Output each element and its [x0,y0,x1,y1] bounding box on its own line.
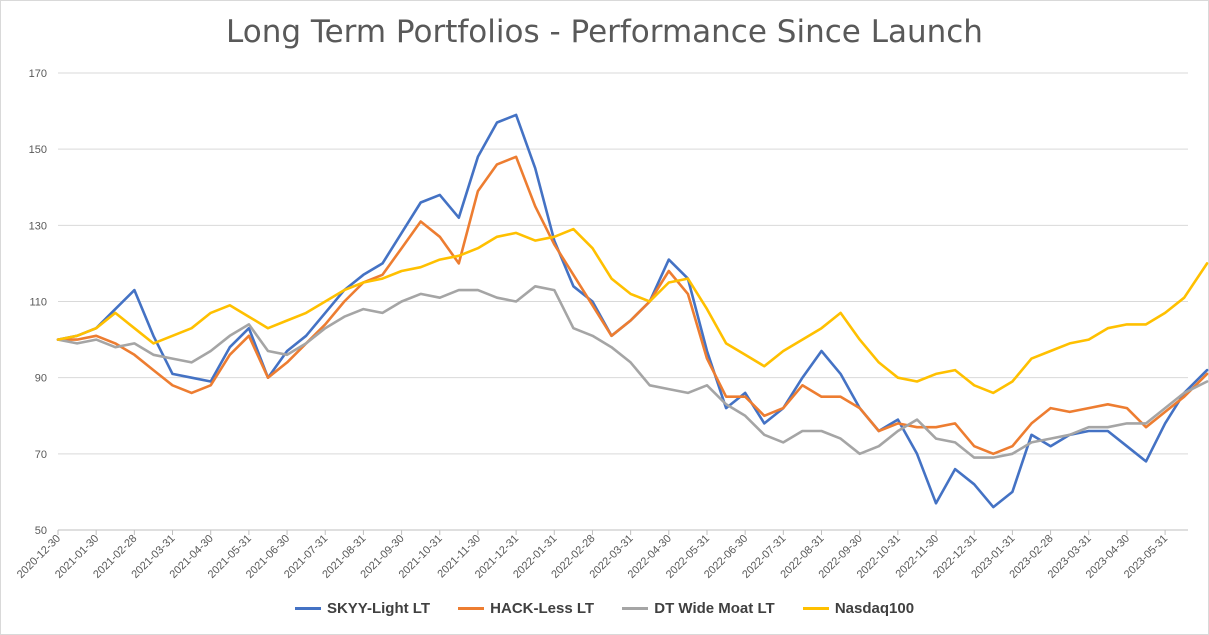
y-tick-label-70: 70 [35,449,47,461]
series-line-hack-less-lt [56,155,1209,456]
legend-swatch-hack [458,606,485,610]
legend-item-nasdaq100[interactable]: Nasdaq100 [802,600,915,617]
y-tick-label-110: 110 [29,297,47,309]
legend-label-dt-wide-moat: DT Wide Moat LT [654,600,775,617]
series-line-skyy-light-lt [56,113,1209,509]
legend-item-dt-wide-moat[interactable]: DT Wide Moat LT [622,600,775,617]
legend-label-hack: HACK-Less LT [490,600,595,617]
series-line-dt-wide-moat-lt [56,284,1209,459]
legend-swatch-dt-wide-moat [622,606,649,610]
y-tick-label-150: 150 [29,144,47,156]
legend-label-nasdaq100: Nasdaq100 [834,600,915,617]
y-tick-label-50: 50 [35,525,47,537]
legend-item-skyy[interactable]: SKYY-Light LT [294,600,430,617]
y-tick-label-170: 170 [29,68,47,80]
y-tick-label-130: 130 [29,220,47,232]
y-axis: 50 70 90 110 130 150 170 [29,68,47,537]
y-tick-label-90: 90 [35,373,47,385]
legend-label-skyy: SKYY-Light LT [326,600,430,617]
legend: SKYY-Light LT HACK-Less LT DT Wide Moat … [0,600,1209,617]
legend-swatch-skyy [294,606,321,610]
gridlines [58,72,1188,531]
legend-swatch-nasdaq100 [802,606,829,610]
series-line-nasdaq100 [56,227,1209,395]
chart-title: Long Term Portfolios - Performance Since… [226,14,983,50]
series-lines [56,113,1209,509]
legend-item-hack[interactable]: HACK-Less LT [458,600,594,617]
x-axis: 2020-12-302021-01-302021-02-282021-03-31… [15,530,1170,581]
